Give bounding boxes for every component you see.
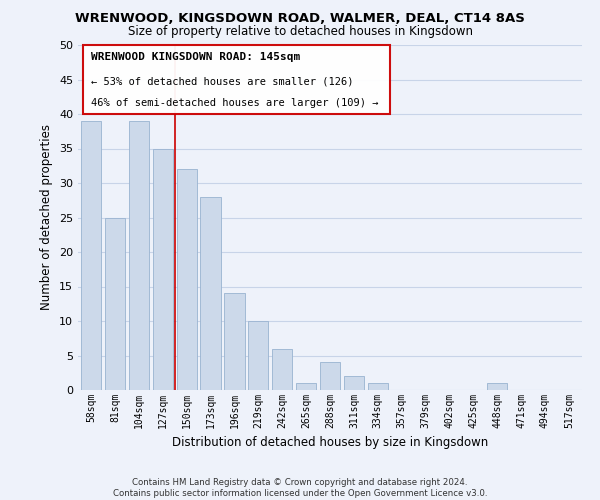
Text: WRENWOOD KINGSDOWN ROAD: 145sqm: WRENWOOD KINGSDOWN ROAD: 145sqm (91, 52, 300, 62)
Bar (152, 148, 173, 390)
Bar (224, 294, 245, 390)
Bar (248, 321, 268, 390)
Y-axis label: Number of detached properties: Number of detached properties (40, 124, 53, 310)
Text: Contains HM Land Registry data © Crown copyright and database right 2024.
Contai: Contains HM Land Registry data © Crown c… (113, 478, 487, 498)
Text: Size of property relative to detached houses in Kingsdown: Size of property relative to detached ho… (128, 25, 473, 38)
Bar (344, 376, 364, 390)
Bar (200, 197, 221, 390)
Text: WRENWOOD, KINGSDOWN ROAD, WALMER, DEAL, CT14 8AS: WRENWOOD, KINGSDOWN ROAD, WALMER, DEAL, … (75, 12, 525, 26)
Bar (296, 383, 316, 390)
Bar (105, 218, 125, 390)
Bar (81, 121, 101, 390)
Text: 46% of semi-detached houses are larger (109) →: 46% of semi-detached houses are larger (… (91, 98, 378, 108)
FancyBboxPatch shape (83, 45, 391, 114)
Bar (320, 362, 340, 390)
X-axis label: Distribution of detached houses by size in Kingsdown: Distribution of detached houses by size … (172, 436, 488, 450)
Bar (272, 348, 292, 390)
Bar (368, 383, 388, 390)
Bar (487, 383, 508, 390)
Text: ← 53% of detached houses are smaller (126): ← 53% of detached houses are smaller (12… (91, 76, 353, 86)
Bar (129, 121, 149, 390)
Bar (176, 169, 197, 390)
